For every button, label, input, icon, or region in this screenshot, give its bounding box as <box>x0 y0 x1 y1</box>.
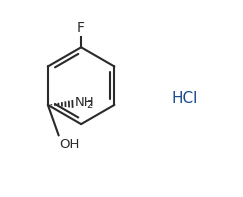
Text: NH: NH <box>75 96 95 109</box>
Text: 2: 2 <box>86 100 92 110</box>
Text: HCl: HCl <box>171 91 198 106</box>
Text: OH: OH <box>60 138 80 151</box>
Text: F: F <box>77 21 85 35</box>
